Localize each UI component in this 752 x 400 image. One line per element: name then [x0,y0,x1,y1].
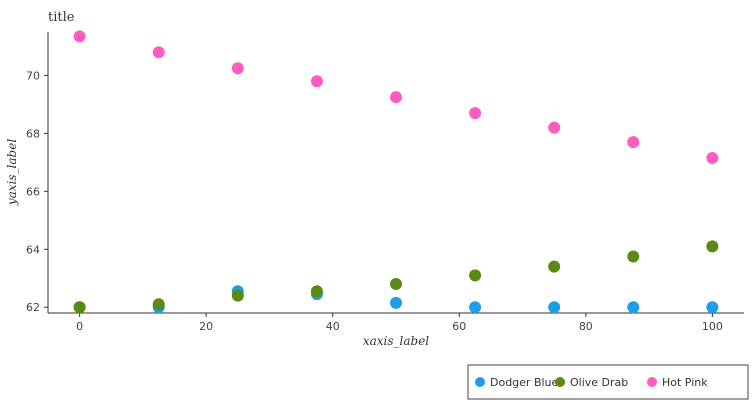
chart-title: title [48,10,75,25]
data-point [390,296,402,309]
y-axis: 62 64 66 68 70 [26,32,49,314]
legend: Dodger Blue Olive Drab Hot Pink [467,364,749,400]
data-point [152,46,165,59]
legend-item: Hot Pink [647,376,708,389]
data-point [73,301,86,314]
data-point [231,62,244,75]
x-tick-label: 0 [76,320,83,333]
series-olive-drab [73,240,719,314]
data-point [390,91,402,104]
data-point [310,285,323,298]
x-axis: 0 20 40 60 80 100 [48,312,744,333]
y-tick-label: 70 [26,69,40,82]
data-points [73,30,719,314]
x-tick-label: 100 [702,320,723,333]
data-point [310,75,323,88]
legend-label: Dodger Blue [490,376,559,389]
data-point [152,298,165,311]
data-point [548,260,561,273]
y-axis-label: yaxis_label [5,139,19,206]
data-point [706,152,719,165]
x-tick-label: 60 [452,320,466,333]
data-point [73,30,86,43]
series-hot-pink [73,30,719,165]
legend-marker [647,377,657,387]
legend-box [467,364,749,400]
x-axis-label: xaxis_label [363,334,429,348]
legend-marker [555,377,565,387]
data-point [469,107,482,120]
legend-item: Dodger Blue [475,376,559,389]
data-point [706,301,719,314]
y-tick-label: 66 [26,185,40,198]
data-point [627,301,640,314]
data-point [627,136,640,149]
legend-item: Olive Drab [555,376,628,389]
data-point [231,289,244,302]
x-tick-label: 40 [326,320,340,333]
data-point [469,269,482,282]
data-point [627,250,640,263]
data-point [548,121,561,134]
y-tick-label: 62 [26,301,40,314]
data-point [469,301,482,314]
y-tick-label: 64 [26,243,40,256]
legend-label: Hot Pink [662,376,708,389]
legend-marker [475,377,485,387]
legend-label: Olive Drab [570,376,628,389]
data-point [706,240,719,253]
data-point [548,301,561,314]
x-tick-label: 20 [199,320,213,333]
data-point [390,278,402,291]
y-tick-label: 68 [26,127,40,140]
x-tick-label: 80 [579,320,593,333]
